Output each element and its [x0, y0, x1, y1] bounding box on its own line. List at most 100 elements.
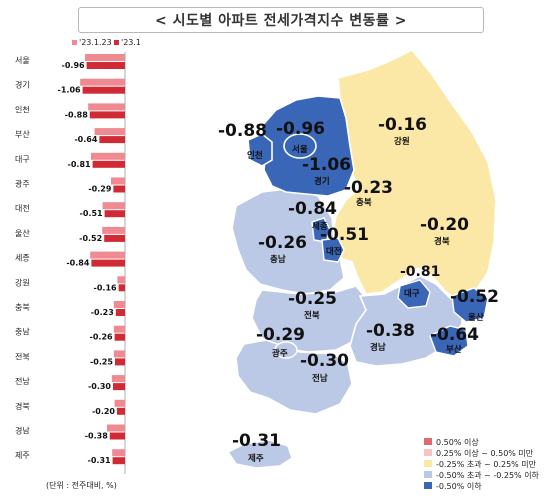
value-label: -0.51	[80, 209, 103, 218]
value-label: -0.52	[79, 234, 102, 243]
bar-chart: '23.1.23 '23.1.30 서울 -0.96 경기 -1.06 인천 -0.88 부…	[15, 38, 140, 474]
category-label: 울산	[15, 228, 30, 238]
map-region-chungbuk: 충북	[356, 197, 372, 208]
map-region-gyeongnam: 경남	[370, 342, 386, 353]
category-label: 강원	[15, 277, 30, 287]
category-label: 대전	[15, 203, 30, 213]
bar-this-week	[114, 333, 125, 341]
bar-prev-week	[102, 202, 125, 210]
region-shape-jeonnam	[235, 339, 353, 415]
value-label: -0.38	[85, 432, 108, 441]
category-label: 세종	[15, 254, 30, 263]
map-value-busan: -0.64	[430, 325, 479, 345]
map-region-sejong: 세종	[312, 221, 328, 232]
map-region-daejeon: 대전	[326, 246, 342, 257]
region-shape-chungnam	[231, 187, 345, 295]
value-label: -0.88	[65, 110, 88, 119]
bar-this-week	[117, 407, 125, 415]
bar-this-week	[109, 432, 125, 440]
bar-this-week	[113, 185, 125, 193]
map-value-jeonbuk: -0.25	[288, 289, 337, 309]
map-value-incheon: -0.88	[218, 121, 267, 141]
region-shape-jeju	[226, 439, 293, 469]
category-label: 충북	[15, 303, 30, 312]
region-shape-ulsan	[451, 287, 489, 323]
category-label: 광주	[15, 179, 30, 189]
bar-this-week	[118, 284, 125, 292]
value-label: -0.81	[68, 160, 91, 169]
category-label: 대구	[15, 155, 30, 164]
legend-swatch-curr	[114, 40, 119, 45]
bars-group: 서울 -0.96 경기 -1.06 인천 -0.88 부산 -0.64 대구 -0.81 광주 -0.…	[15, 54, 125, 465]
map-region-gwangju: 광주	[272, 348, 288, 359]
legend-level-5: -0.50% 이하	[436, 481, 482, 491]
region-shape-jeonbuk	[251, 285, 367, 353]
chart-title: < 시도별 아파트 전세가격지수 변동률 >	[78, 7, 484, 33]
region-shape-gwangju	[274, 341, 298, 359]
category-label: 서울	[15, 56, 30, 65]
category-label: 충남	[15, 328, 30, 337]
map-region-jeonnam: 전남	[312, 373, 328, 384]
map-region-ulsan: 울산	[468, 312, 484, 323]
map-value-gwangju: -0.29	[256, 325, 305, 345]
map-region-gangwon: 강원	[394, 136, 410, 147]
legend-swatch-level-2	[424, 449, 432, 456]
legend-level-4: -0.50% 초과 ~ -0.25% 이하	[436, 470, 540, 480]
map-value-daegu: -0.81	[400, 264, 440, 280]
legend-swatch-level-1	[424, 438, 432, 445]
value-label: -0.96	[62, 61, 85, 70]
map-value-jeonnam: -0.30	[300, 351, 349, 371]
map-region-daegu: 대구	[404, 288, 420, 299]
bar-this-week	[82, 86, 125, 94]
region-shape-daegu	[397, 279, 431, 309]
legend-level-3: -0.25% 초과 ~ 0.25% 미만	[436, 460, 537, 469]
bar-prev-week	[94, 128, 125, 136]
map-value-jeju: -0.31	[232, 431, 281, 451]
value-label: -0.64	[74, 135, 97, 144]
bar-prev-week	[111, 375, 125, 383]
map-value-gyeonggi: -1.06	[302, 155, 351, 175]
bar-prev-week	[88, 103, 125, 111]
bar-prev-week	[111, 177, 125, 185]
region-shape-sejong	[311, 217, 331, 243]
value-label: -0.29	[88, 185, 111, 194]
map-value-seoul: -0.96	[276, 119, 325, 139]
map-legend: 0.50% 이상 0.25% 이상 ~ 0.50% 미만 -0.25% 초과 ~…	[424, 438, 540, 491]
value-label: -0.26	[90, 333, 113, 342]
unit-note: (단위 : 전주대비, %)	[46, 481, 117, 490]
map-value-gyeongbuk: -0.20	[420, 215, 469, 235]
bar-prev-week	[113, 301, 125, 308]
legend-swatch-level-4	[424, 471, 432, 478]
legend-level-1: 0.50% 이상	[436, 438, 479, 447]
legend-label-prev: '23.1.23	[79, 38, 112, 47]
map-value-ulsan: -0.52	[450, 287, 499, 307]
map-region-busan: 부산	[446, 344, 462, 355]
bar-prev-week	[90, 251, 125, 259]
bar-prev-week	[85, 54, 125, 61]
bar-this-week	[112, 457, 125, 465]
bar-prev-week	[112, 449, 125, 457]
map-value-sejong: -0.84	[288, 199, 337, 219]
category-label: 전남	[15, 376, 30, 386]
bar-prev-week	[113, 325, 125, 333]
category-label: 인천	[15, 104, 30, 114]
legend-label-curr: '23.1.30	[121, 38, 140, 47]
region-shape-gyeongnam	[349, 275, 463, 367]
bar-prev-week	[102, 226, 125, 234]
map-value-daejeon: -0.51	[320, 225, 369, 245]
value-label: -0.23	[91, 308, 114, 317]
bar-prev-week	[107, 424, 125, 432]
region-shape-seoul	[283, 133, 317, 159]
region-shape-gyeonggi	[261, 95, 355, 197]
category-label: 제주	[15, 451, 30, 460]
value-label: -0.25	[90, 357, 113, 366]
category-label: 부산	[15, 129, 30, 139]
map-value-chungbuk: -0.23	[344, 178, 393, 198]
value-label: -1.06	[58, 86, 81, 95]
map-region-seoul: 서울	[292, 144, 308, 155]
bar-this-week	[104, 210, 125, 218]
legend-swatch-level-3	[424, 460, 432, 467]
bar-this-week	[89, 111, 125, 119]
value-label: -0.20	[92, 407, 115, 416]
value-label: -0.84	[66, 259, 89, 268]
